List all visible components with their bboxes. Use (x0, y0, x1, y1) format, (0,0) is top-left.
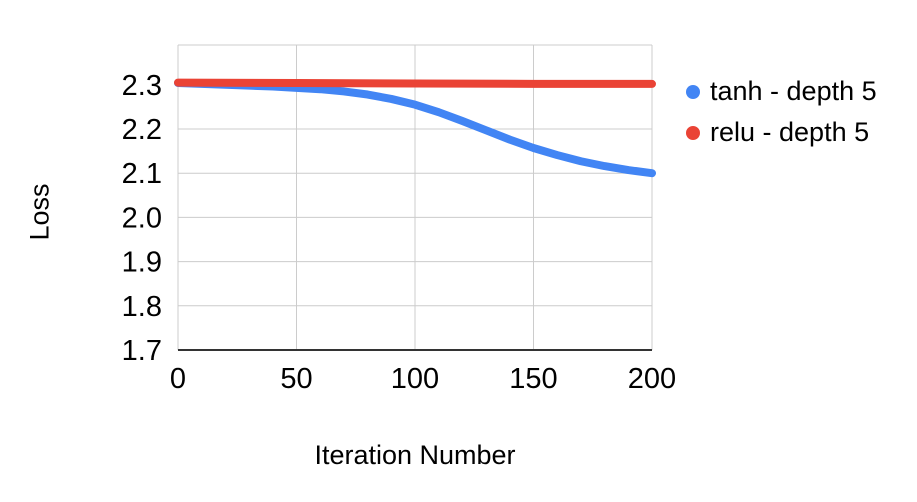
x-tick-label: 100 (391, 363, 439, 395)
x-tick-label: 200 (628, 363, 676, 395)
y-tick-label: 2.3 (122, 70, 162, 102)
legend-label: relu - depth 5 (710, 117, 870, 147)
y-tick-label: 1.9 (122, 247, 162, 279)
legend-dot-icon (686, 84, 700, 99)
legend-dot-icon (686, 125, 700, 140)
legend: tanh - depth 5 relu - depth 5 (686, 78, 877, 146)
x-tick-label: 50 (280, 363, 312, 395)
legend-item-tanh: tanh - depth 5 (686, 78, 877, 105)
legend-label: tanh - depth 5 (710, 76, 877, 106)
x-tick-label: 150 (509, 363, 557, 395)
x-axis-title: Iteration Number (314, 440, 516, 470)
legend-item-relu: relu - depth 5 (686, 119, 877, 146)
y-tick-label: 2.1 (122, 158, 162, 190)
x-tick-label: 0 (170, 363, 186, 395)
y-axis-title: Loss (24, 183, 55, 241)
series-line-relu (174, 78, 656, 88)
gridlines (177, 44, 653, 351)
y-tick-label: 1.8 (122, 291, 162, 323)
y-tick-label: 1.7 (122, 335, 162, 367)
y-tick-label: 2.0 (122, 202, 162, 234)
y-tick-label: 2.2 (122, 114, 162, 146)
